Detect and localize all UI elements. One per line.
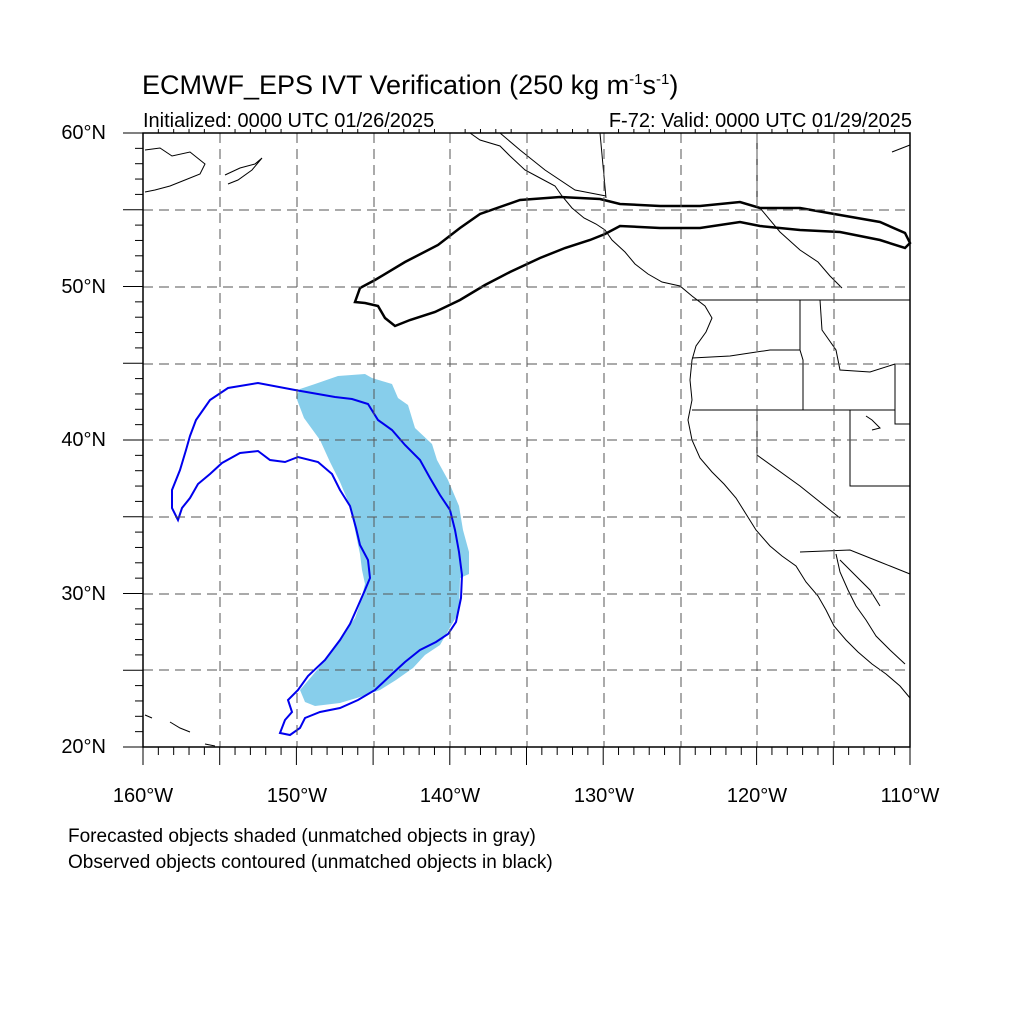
lat-label-50: 50°N: [61, 276, 106, 298]
observed-object-unmatched: [353, 195, 912, 328]
lat-label-20: 20°N: [61, 736, 106, 758]
forecast-object: [296, 374, 469, 706]
lat-label-60: 60°N: [61, 122, 106, 144]
lon-label-150w: 150°W: [266, 785, 328, 807]
observed-object-matched: [171, 381, 464, 737]
lat-label-40: 40°N: [61, 429, 106, 451]
lon-label-140w: 140°W: [419, 785, 481, 807]
lat-label-30: 30°N: [61, 583, 106, 605]
lon-label-120w: 120°W: [726, 785, 788, 807]
lon-label-160w: 160°W: [112, 785, 174, 807]
state-boundaries: [599, 132, 911, 575]
legend-observed-note: Observed objects contoured (unmatched ob…: [68, 852, 553, 873]
initialized-label: Initialized: 0000 UTC 01/26/2025: [143, 110, 435, 132]
coastlines: [144, 132, 911, 747]
chart-title: ECMWF_EPS IVT Verification (250 kg m-1s-…: [142, 70, 679, 100]
lon-label-130w: 130°W: [573, 785, 635, 807]
grid-lines: [143, 133, 910, 747]
lon-label-110w: 110°W: [880, 785, 940, 807]
valid-label: F-72: Valid: 0000 UTC 01/29/2025: [608, 110, 912, 132]
tick-marks: [123, 129, 911, 765]
legend-forecast-note: Forecasted objects shaded (unmatched obj…: [68, 826, 536, 847]
